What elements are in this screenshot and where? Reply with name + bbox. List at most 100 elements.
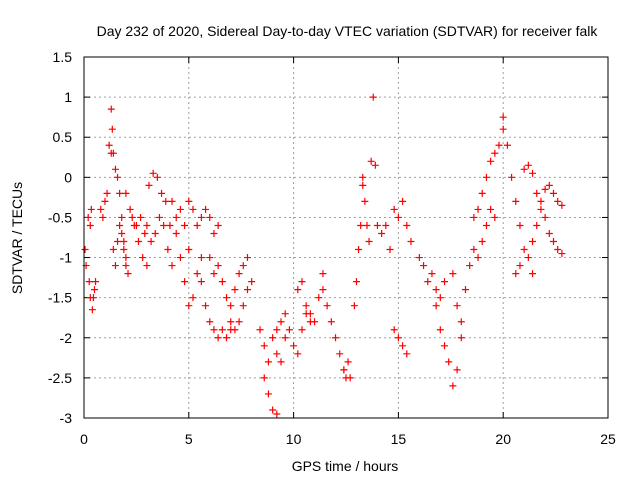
data-point — [90, 286, 98, 294]
data-point — [243, 254, 251, 262]
data-point — [210, 270, 218, 278]
data-point — [491, 213, 499, 221]
series-s11 — [197, 278, 235, 342]
y-tick-label: -1 — [60, 250, 73, 266]
data-point — [160, 221, 168, 229]
series-s14 — [256, 310, 289, 366]
series-s8 — [143, 205, 193, 270]
x-tick-label: 20 — [495, 431, 511, 447]
data-point — [223, 294, 231, 302]
data-point — [516, 262, 524, 270]
series-s17 — [294, 270, 327, 326]
data-point — [120, 246, 128, 254]
data-point — [336, 350, 344, 358]
data-point — [359, 181, 367, 189]
data-point — [218, 326, 226, 334]
data-point — [499, 113, 507, 121]
data-point — [386, 246, 394, 254]
x-tick-label: 10 — [286, 431, 302, 447]
data-point — [545, 181, 553, 189]
data-point — [306, 310, 314, 318]
data-point — [176, 254, 184, 262]
data-point — [143, 221, 151, 229]
data-point — [541, 213, 549, 221]
data-point — [298, 326, 306, 334]
data-point — [537, 197, 545, 205]
data-point — [394, 334, 402, 342]
data-point — [529, 238, 537, 246]
y-axis-label: SDTVAR / TECUs — [9, 182, 25, 294]
series-s5 — [109, 221, 132, 278]
data-point — [323, 302, 331, 310]
data-point — [294, 286, 302, 294]
data-point — [103, 189, 111, 197]
y-tick-label: -2 — [60, 330, 73, 346]
data-point — [512, 270, 520, 278]
data-point — [264, 358, 272, 366]
data-point — [340, 366, 348, 374]
data-point — [319, 270, 327, 278]
data-point — [407, 238, 415, 246]
grid — [84, 57, 608, 418]
data-point — [189, 205, 197, 213]
data-point — [470, 213, 478, 221]
data-point — [99, 213, 107, 221]
series-s31 — [512, 246, 537, 278]
x-tick-label: 15 — [391, 431, 407, 447]
data-point — [85, 278, 93, 286]
series-s13 — [227, 278, 256, 334]
series-s26 — [432, 302, 465, 390]
data-point — [558, 201, 566, 209]
series-s25 — [415, 254, 449, 302]
data-point — [474, 254, 482, 262]
data-point — [122, 189, 130, 197]
data-point — [365, 238, 373, 246]
data-point — [239, 262, 247, 270]
data-point — [88, 306, 96, 314]
data-point — [193, 270, 201, 278]
series-s32 — [520, 161, 566, 209]
data-point — [114, 238, 122, 246]
data-point — [545, 229, 553, 237]
x-axis-ticks: 0 5 10 15 20 25 — [80, 57, 616, 447]
data-point — [529, 270, 537, 278]
data-point — [537, 205, 545, 213]
data-point — [503, 141, 511, 149]
data-point — [176, 205, 184, 213]
data-point — [453, 302, 461, 310]
data-point — [420, 262, 428, 270]
data-point — [185, 302, 193, 310]
data-point — [541, 185, 549, 193]
data-point — [264, 390, 272, 398]
data-point — [457, 318, 465, 326]
data-point — [394, 213, 402, 221]
data-point — [516, 221, 524, 229]
data-point — [367, 157, 375, 165]
data-point — [134, 238, 142, 246]
data-point — [155, 213, 163, 221]
data-point — [139, 254, 147, 262]
data-point — [436, 294, 444, 302]
data-point — [290, 342, 298, 350]
series-s15 — [260, 374, 281, 418]
data-point — [147, 238, 155, 246]
data-point — [332, 334, 340, 342]
y-tick-label: -1.5 — [48, 290, 72, 306]
data-point — [359, 173, 367, 181]
data-point — [445, 358, 453, 366]
data-point — [378, 229, 386, 237]
data-point — [89, 294, 97, 302]
series-s28 — [470, 125, 507, 221]
data-point — [424, 278, 432, 286]
data-point — [239, 302, 247, 310]
data-point — [495, 141, 503, 149]
y-tick-label: 0 — [64, 169, 72, 185]
data-point — [550, 238, 558, 246]
data-point — [277, 358, 285, 366]
y-tick-label: -0.5 — [48, 209, 72, 225]
data-point — [116, 221, 124, 229]
data-point — [449, 382, 457, 390]
data-point — [461, 286, 469, 294]
data-point — [369, 93, 377, 101]
data-point — [346, 374, 354, 382]
